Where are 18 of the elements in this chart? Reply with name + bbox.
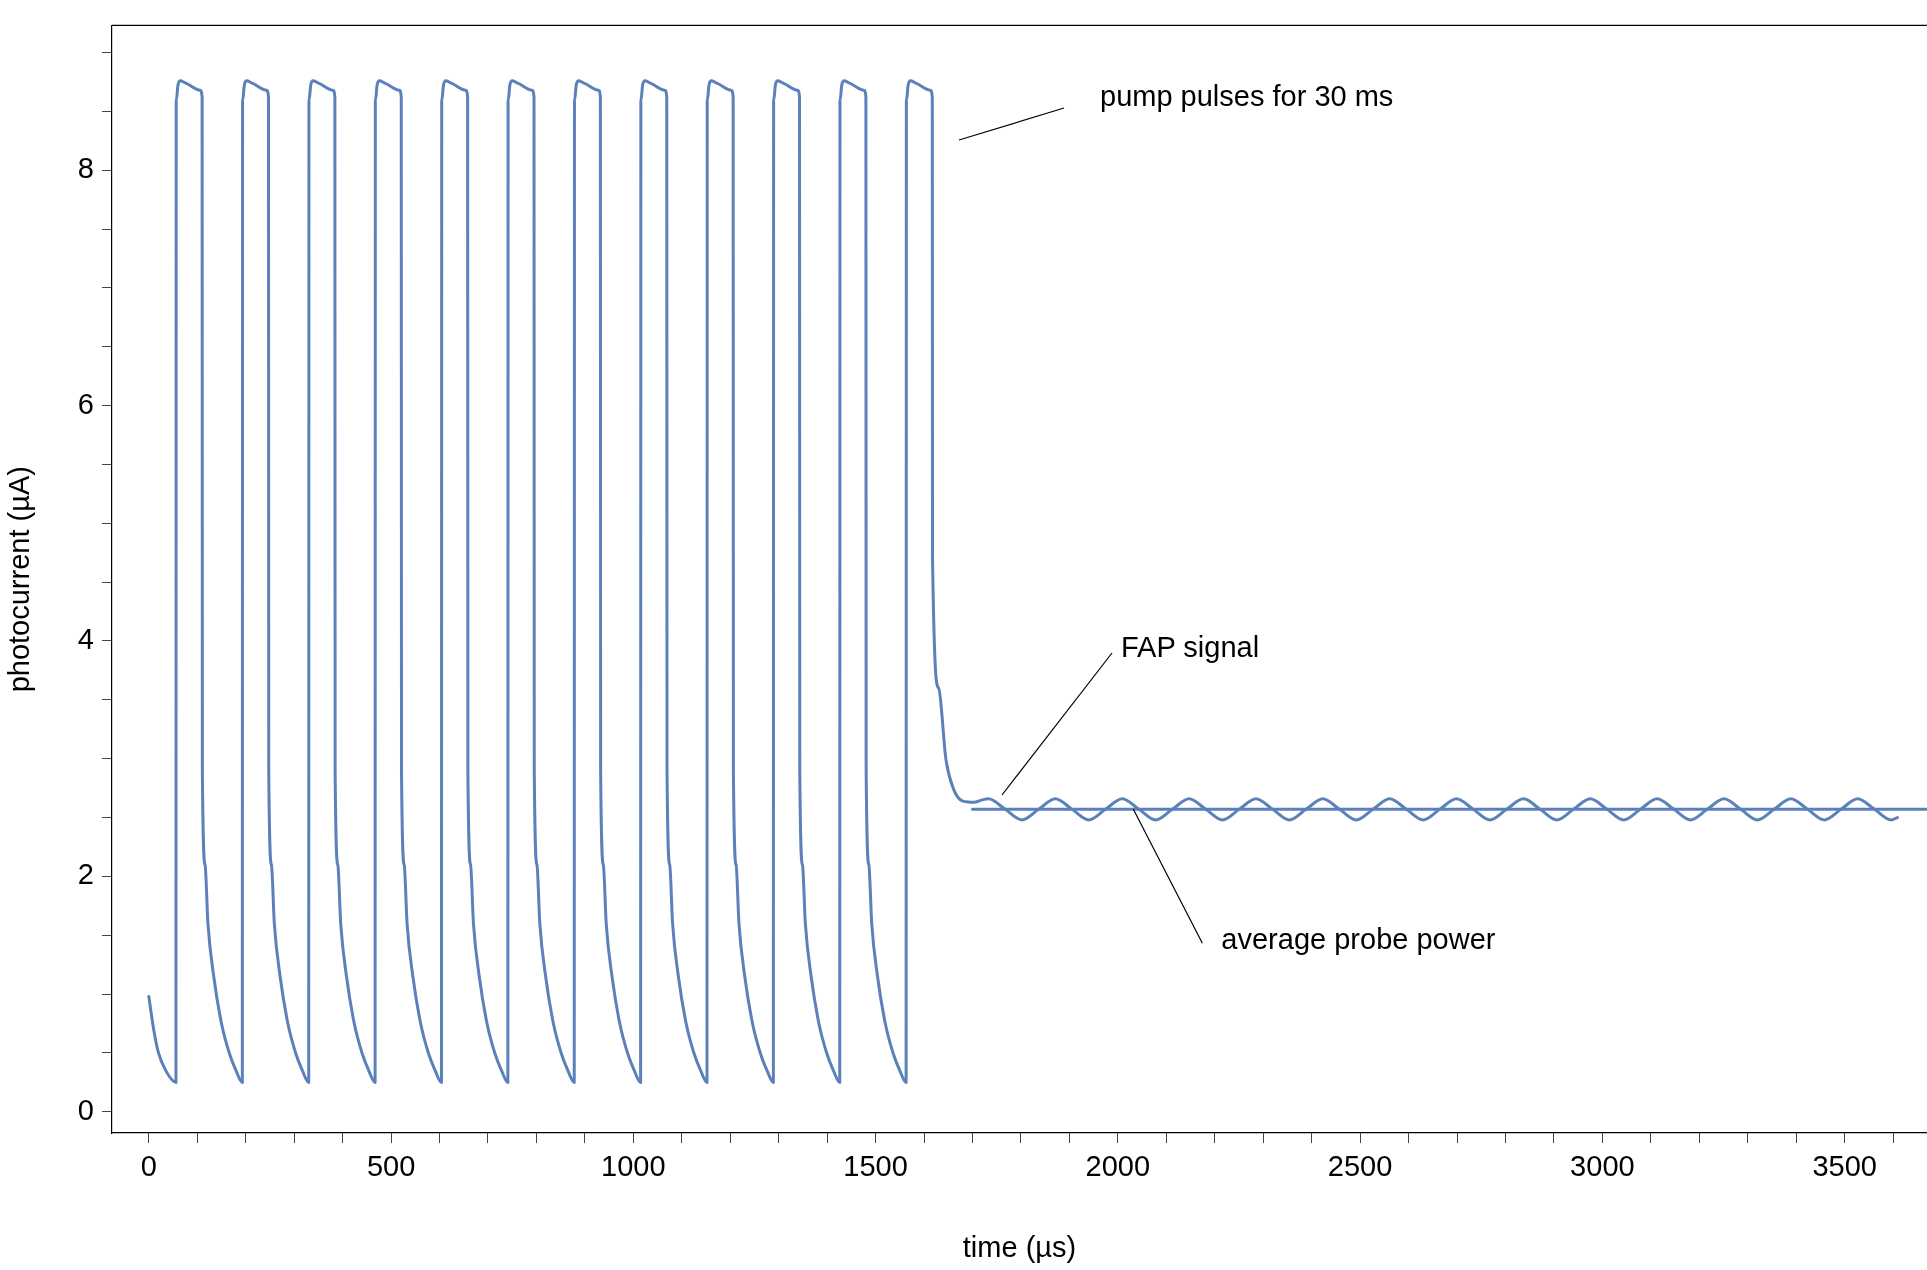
x-tick-label: 2000: [1085, 1150, 1151, 1183]
y-tick-label: 8: [77, 152, 94, 185]
x-tick-label: 500: [366, 1150, 416, 1183]
x-tick-label: 1500: [843, 1150, 908, 1183]
y-tick-label: 6: [77, 387, 94, 420]
x-tick-label: 1000: [601, 1150, 666, 1183]
x-axis-title: time (µs): [962, 1230, 1077, 1263]
x-tick-label: 3500: [1812, 1150, 1877, 1183]
x-tick-label: 0: [140, 1150, 157, 1183]
y-tick-label: 2: [77, 858, 94, 891]
annotation: average probe power: [1221, 923, 1496, 956]
x-tick-label: 2500: [1327, 1150, 1393, 1183]
x-tick-label: 3000: [1570, 1150, 1635, 1183]
y-tick-label: 4: [77, 622, 94, 655]
annotation: FAP signal: [1121, 631, 1260, 663]
y-axis-title: photocurrent (µA): [3, 466, 36, 693]
annotation: pump pulses for 30 ms: [1100, 80, 1394, 112]
y-tick-label: 0: [77, 1093, 94, 1126]
